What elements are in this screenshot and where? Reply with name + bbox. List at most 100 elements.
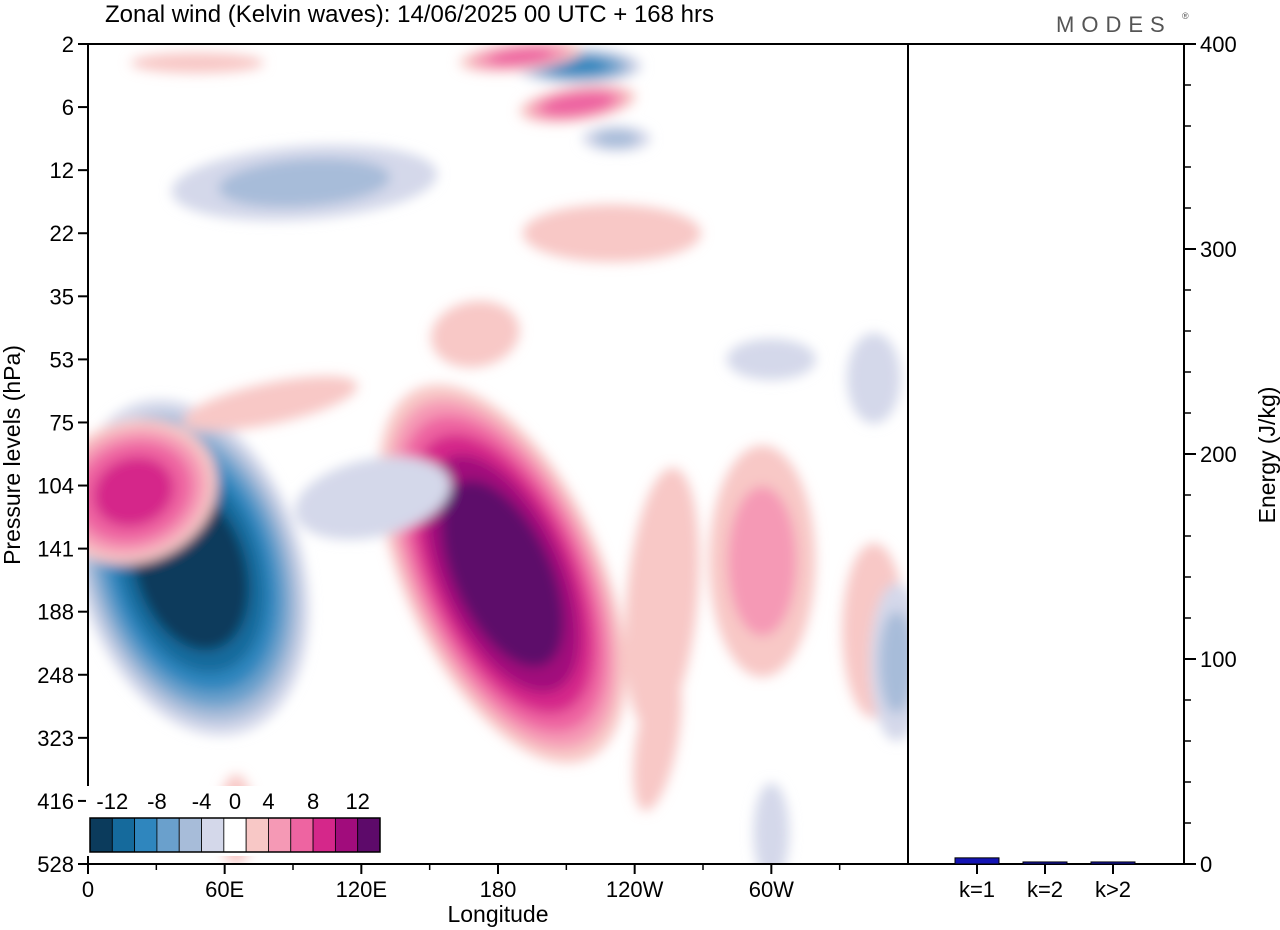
x-tick-label: 120W <box>606 877 664 902</box>
energy-tick-label: 0 <box>1200 852 1212 877</box>
contour-field <box>88 44 908 864</box>
energy-tick-label: 100 <box>1200 647 1237 672</box>
contour-band <box>182 376 358 431</box>
positive-patch-top <box>459 44 583 73</box>
contour-band <box>487 48 554 65</box>
y-tick-label: 248 <box>37 663 74 688</box>
y-tick-label: 75 <box>50 410 74 435</box>
energy-category-label: k=2 <box>1027 877 1063 902</box>
y-tick-label: 188 <box>37 600 74 625</box>
energy-category-label: k=1 <box>959 877 995 902</box>
y-tick-label: 528 <box>37 852 74 877</box>
negative-band-upper <box>294 456 451 540</box>
contour-band <box>430 300 520 368</box>
colorbar-label: 0 <box>229 789 241 814</box>
contour-band <box>879 611 908 714</box>
colorbar-swatch <box>357 817 381 853</box>
colorbar-swatch <box>156 817 180 853</box>
contour-band <box>522 204 702 263</box>
contour-band <box>294 456 451 540</box>
x-tick-label: 0 <box>82 877 94 902</box>
x-tick-label: 60E <box>205 877 244 902</box>
x-tick-label: 60W <box>749 877 794 902</box>
y-tick-label: 2 <box>62 32 74 57</box>
y-tick-label: 53 <box>50 347 74 372</box>
colorbar-label: -4 <box>192 789 212 814</box>
positive-band-stratosphere <box>522 204 702 263</box>
x-tick-label: 180 <box>480 877 517 902</box>
negative-patch-53hpa-east <box>847 333 901 424</box>
positive-band-53hpa <box>182 376 358 431</box>
energy-tick-label: 400 <box>1200 32 1237 57</box>
colorbar-label: 4 <box>262 789 274 814</box>
contour-band <box>93 457 174 527</box>
negative-anomaly-edge <box>870 583 908 742</box>
y-tick-label: 416 <box>37 789 74 814</box>
energy-category-label: k>2 <box>1095 877 1131 902</box>
colorbar-swatch <box>334 817 359 853</box>
negative-patch-8hpa <box>582 125 651 152</box>
colorbar-swatch <box>201 817 225 853</box>
contour-band <box>218 158 391 208</box>
weak-positive-central <box>624 467 700 731</box>
y-tick-label: 6 <box>62 95 74 120</box>
pressure-axis: 2 6 12 22 35 53 75 104 141 188 248 323 416 528 <box>37 32 88 877</box>
energy-bar <box>1090 861 1136 865</box>
x-tick-label: 120E <box>336 877 387 902</box>
colorbar-swatch <box>312 817 336 853</box>
contour-band <box>540 91 615 117</box>
colorbar-label: 12 <box>345 789 369 814</box>
contour-band <box>594 130 639 148</box>
positive-patch-top-west <box>130 52 265 74</box>
positive-anomaly-east <box>708 445 816 678</box>
colorbar-swatch <box>223 817 247 853</box>
y-tick-label: 104 <box>37 474 74 499</box>
energy-axis: 0 100 200 300 400 k=1 k=2 k>2 <box>959 32 1237 902</box>
contour-band <box>624 467 700 731</box>
contour-band <box>753 783 790 864</box>
colorbar-swatch <box>134 817 158 853</box>
negative-band-stratosphere <box>171 144 438 221</box>
colorbar-frame <box>89 817 381 853</box>
colorbar-swatch <box>290 817 314 853</box>
contour-band <box>130 52 265 74</box>
contour-band <box>726 338 816 380</box>
contour-band <box>847 333 901 424</box>
colorbar: -12 -8 -4 0 4 8 12 <box>86 786 384 856</box>
energy-tick-label: 300 <box>1200 237 1237 262</box>
energy-bar <box>1022 861 1068 865</box>
positive-patch-6hpa <box>519 84 636 124</box>
energy-bars <box>954 857 1136 865</box>
contour-band <box>633 664 682 811</box>
modes-logo: MODES <box>1056 12 1172 37</box>
longitude-axis: 0 60E 120E 180 120W 60W <box>82 864 841 902</box>
colorbar-swatch <box>245 817 269 853</box>
negative-patch-35hpa-east <box>726 338 816 380</box>
colorbar-swatch <box>178 817 202 853</box>
colorbar-label: -12 <box>96 789 128 814</box>
y-tick-label: 141 <box>37 537 74 562</box>
colorbar-swatch <box>268 817 292 853</box>
negative-patch-lower <box>753 783 790 864</box>
y-axis-label: Pressure levels (hPa) <box>0 345 25 565</box>
colorbar-label: -8 <box>147 789 167 814</box>
colorbar-swatch <box>111 817 136 853</box>
y-tick-label: 323 <box>37 726 74 751</box>
contour-band <box>727 486 797 637</box>
contour-band <box>441 480 564 668</box>
y-tick-label: 35 <box>50 284 74 309</box>
energy-plot-frame <box>907 43 1185 865</box>
positive-patch-323hpa <box>633 664 682 811</box>
chart-title: Zonal wind (Kelvin waves): 14/06/2025 00… <box>105 1 714 28</box>
y-tick-label: 12 <box>50 158 74 183</box>
energy-axis-label: Energy (J/kg) <box>1254 387 1280 524</box>
energy-tick-label: 200 <box>1200 442 1237 467</box>
x-axis-label: Longitude <box>447 901 548 927</box>
modes-logo-mark: ® <box>1182 11 1189 21</box>
y-tick-label: 22 <box>50 221 74 246</box>
colorbar-swatch <box>89 817 113 853</box>
positive-anomaly-west <box>88 419 218 565</box>
colorbar-label: 8 <box>307 789 319 814</box>
positive-patch-35hpa <box>430 300 520 368</box>
